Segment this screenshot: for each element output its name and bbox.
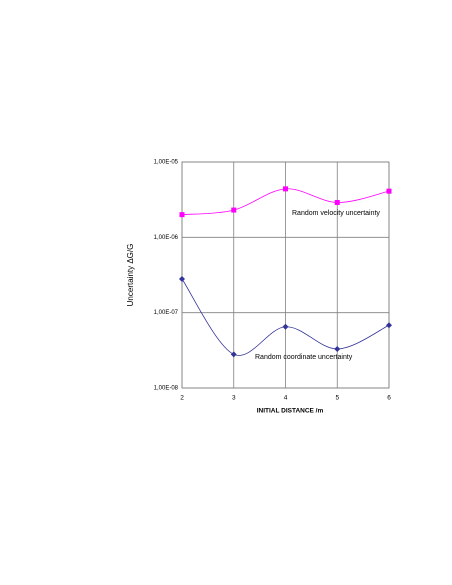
x-tick-label: 4 <box>284 395 288 402</box>
marker <box>334 199 340 205</box>
y-axis-label: Uncertainty ΔG/G <box>126 244 135 307</box>
x-axis-label: INITIAL DISTANCE /m <box>257 408 324 415</box>
marker <box>230 351 237 358</box>
marker <box>283 186 288 192</box>
marker <box>282 323 289 330</box>
x-tick-label: 2 <box>180 395 184 402</box>
y-tick-label: 1,00E-08 <box>154 386 179 392</box>
y-tick-label: 1,00E-05 <box>154 160 179 166</box>
marker <box>386 322 392 329</box>
series-label: Random coordinate uncertainty <box>255 354 353 361</box>
series-line <box>181 278 390 356</box>
x-tick-label: 6 <box>387 395 391 402</box>
y-tick-label: 1,00E-06 <box>154 235 179 241</box>
x-tick-label: 5 <box>335 395 339 402</box>
x-tick-label: 3 <box>232 395 236 402</box>
marker <box>179 275 185 282</box>
series-label: Random velocity uncertainty <box>292 210 380 217</box>
marker <box>334 345 341 352</box>
y-tick-label: 1,00E-07 <box>154 310 179 316</box>
marker <box>231 207 237 213</box>
marker <box>179 212 185 218</box>
marker <box>386 188 392 194</box>
